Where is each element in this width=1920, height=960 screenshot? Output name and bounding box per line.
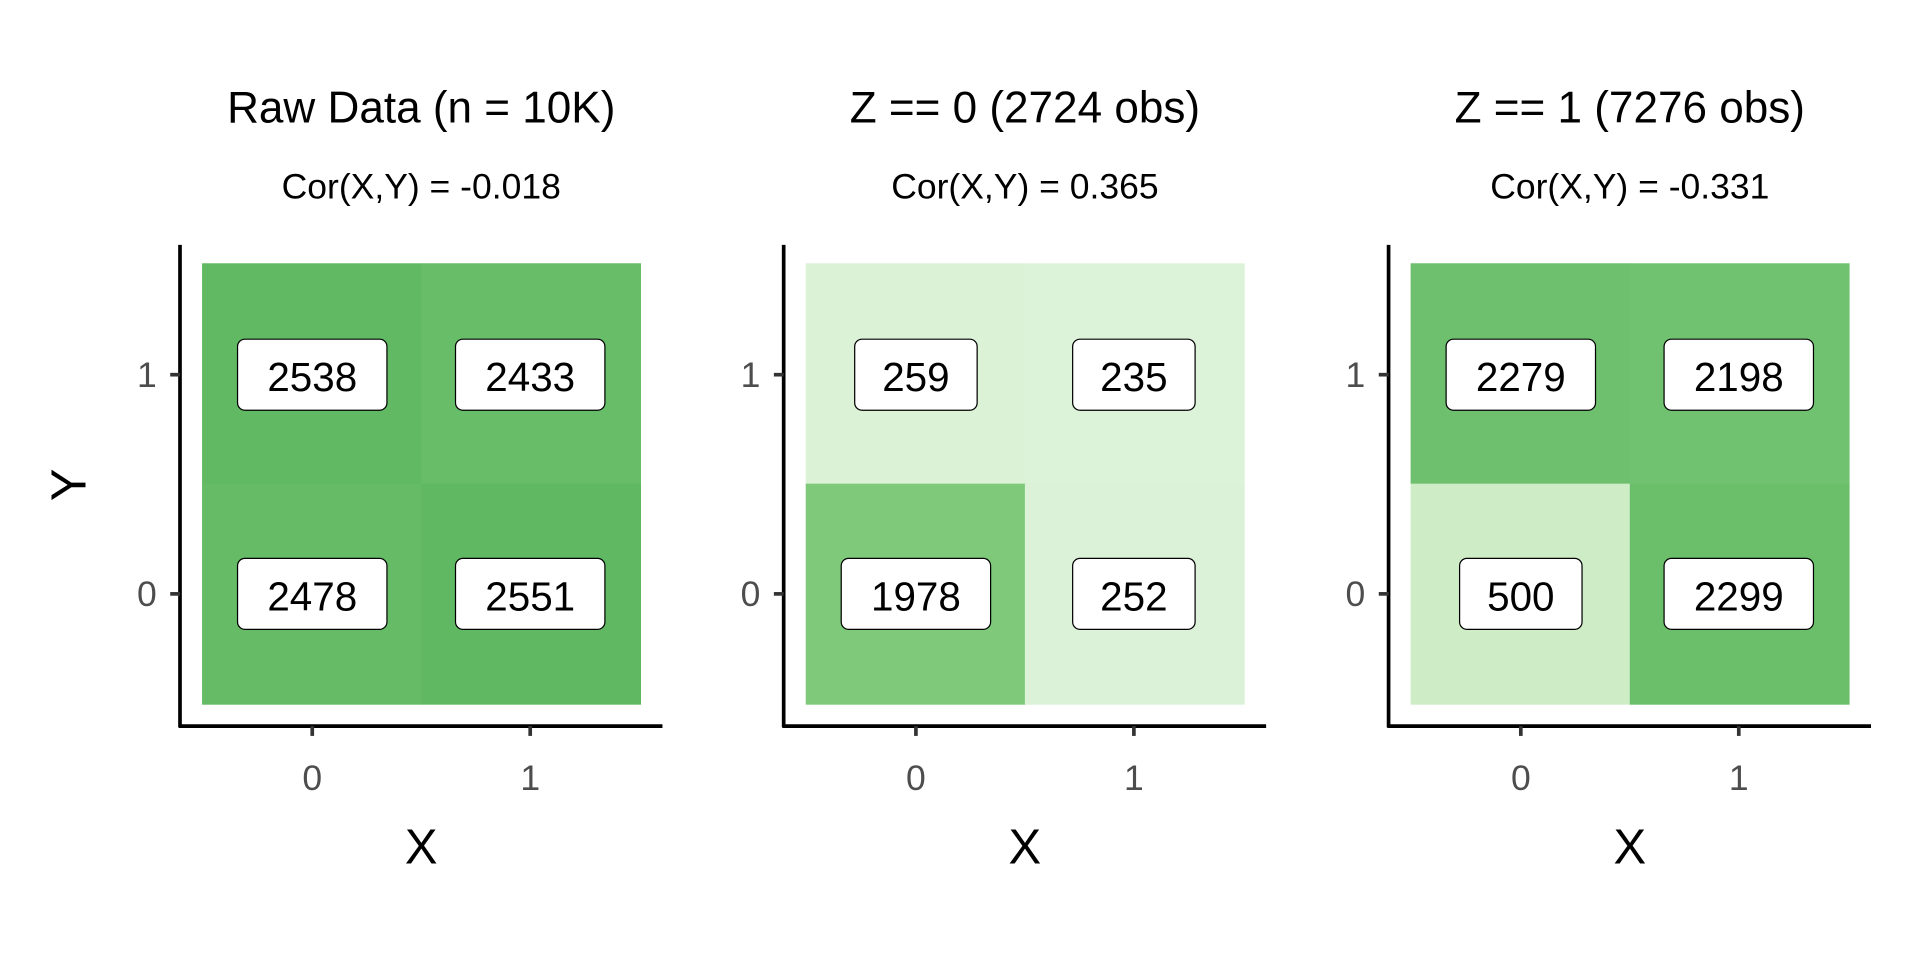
count-label-box <box>1072 338 1196 411</box>
count-label-box <box>854 338 978 411</box>
count-label-box <box>1458 557 1583 630</box>
x-tick-label: 0 <box>1511 758 1531 798</box>
count-label-box <box>454 338 606 411</box>
panel-title: Raw Data (n = 10K) <box>227 83 615 132</box>
x-tick-label: 1 <box>520 758 540 798</box>
count-label: 2299 <box>1694 573 1784 619</box>
count-label-box <box>1663 557 1815 630</box>
count-label: 2198 <box>1694 354 1784 400</box>
count-label-box <box>236 557 388 630</box>
count-label-box <box>1445 338 1597 411</box>
x-axis-title: X <box>405 820 438 874</box>
count-label: 252 <box>1100 573 1167 619</box>
count-label: 2538 <box>267 354 357 400</box>
count-label: 259 <box>882 354 949 400</box>
y-tick-label: 0 <box>137 574 157 614</box>
count-label: 2433 <box>485 354 575 400</box>
count-label: 500 <box>1487 573 1554 619</box>
y-tick-label: 1 <box>741 355 761 395</box>
x-tick-label: 0 <box>302 758 322 798</box>
y-tick-label: 1 <box>1346 355 1366 395</box>
count-label: 1978 <box>871 573 961 619</box>
panel-subtitle: Cor(X,Y) = -0.331 <box>1490 166 1769 206</box>
panel-subtitle: Cor(X,Y) = -0.018 <box>282 166 561 206</box>
count-label-box <box>454 557 606 630</box>
count-label: 235 <box>1100 354 1167 400</box>
panel-1: Raw Data (n = 10K) Cor(X,Y) = -0.018 2538 2… <box>43 83 663 874</box>
panel-subtitle: Cor(X,Y) = 0.365 <box>891 166 1158 206</box>
panel-3: Z == 1 (7276 obs) Cor(X,Y) = -0.331 2279 21… <box>1346 83 1872 874</box>
y-axis-title: Y <box>43 469 97 502</box>
count-label-box <box>1072 557 1196 630</box>
count-label: 2279 <box>1476 354 1566 400</box>
panel-title: Z == 1 (7276 obs) <box>1455 83 1805 132</box>
x-tick-label: 1 <box>1124 758 1144 798</box>
panel-2: Z == 0 (2724 obs) Cor(X,Y) = 0.365 259 235 1… <box>741 83 1267 874</box>
y-tick-label: 0 <box>741 574 761 614</box>
x-tick-label: 1 <box>1729 758 1749 798</box>
count-label: 2551 <box>485 573 575 619</box>
count-label-box <box>1663 338 1815 411</box>
y-tick-label: 1 <box>137 355 157 395</box>
x-axis-title: X <box>1613 820 1646 874</box>
x-tick-label: 0 <box>906 758 926 798</box>
y-tick-label: 0 <box>1346 574 1366 614</box>
x-axis-title: X <box>1009 820 1042 874</box>
count-label-box <box>236 338 388 411</box>
count-label: 2478 <box>267 573 357 619</box>
panel-title: Z == 0 (2724 obs) <box>850 83 1200 132</box>
count-label-box <box>840 557 992 630</box>
